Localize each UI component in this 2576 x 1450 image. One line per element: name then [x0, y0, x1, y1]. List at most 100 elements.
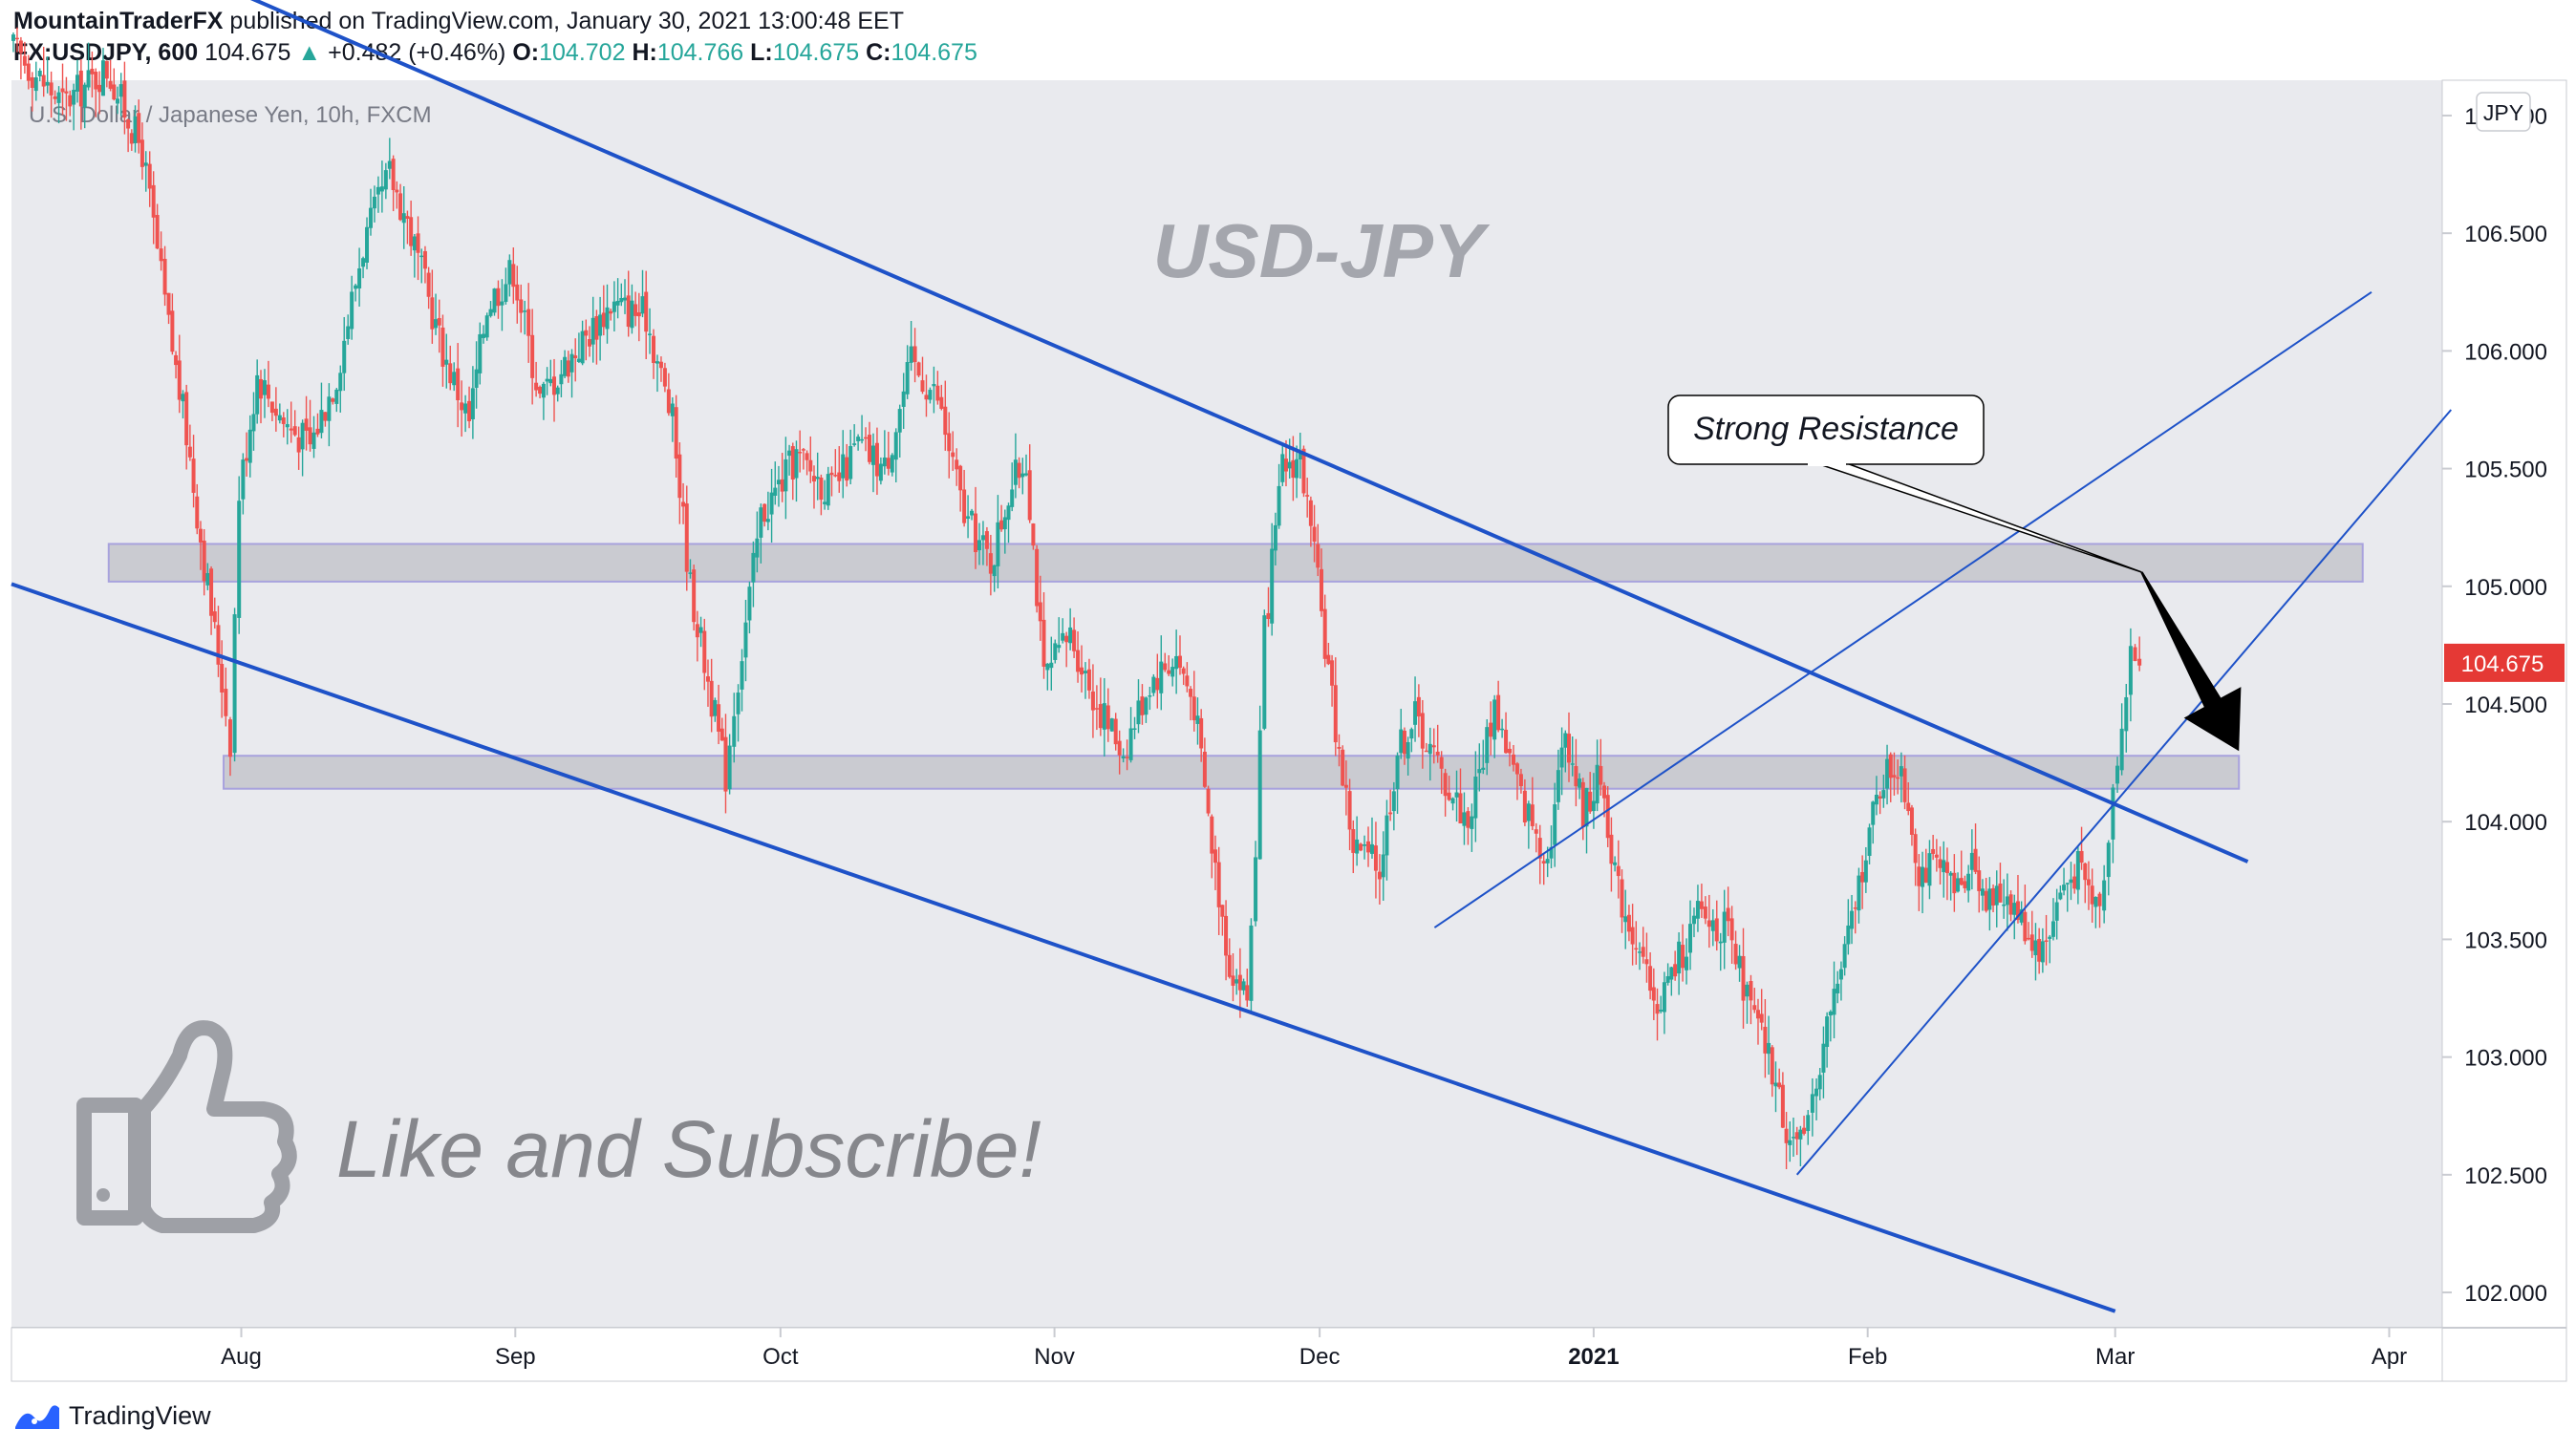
x-tick-label-1: Sep: [495, 1344, 536, 1370]
candle-body: [519, 299, 524, 313]
candle-body: [1068, 627, 1073, 644]
candle-body: [2019, 908, 2024, 923]
candle-body: [1125, 757, 1129, 758]
candle-body: [1991, 887, 1996, 906]
open-label: O:: [512, 39, 540, 66]
candle-body: [1333, 685, 1338, 743]
candle-body: [1729, 918, 1734, 941]
candle-body: [1662, 982, 1666, 1013]
candle-body: [162, 258, 167, 295]
candle-body: [405, 216, 410, 219]
candle-body: [705, 676, 710, 682]
candle-body: [713, 699, 718, 716]
candle-body: [1665, 975, 1670, 983]
candle-body: [273, 408, 278, 416]
candle-body: [1076, 650, 1081, 672]
candle-body: [1553, 804, 1557, 845]
candle-body: [590, 317, 595, 345]
y-tick-label-10: 102.000: [2464, 1281, 2547, 1307]
candle-body: [33, 76, 38, 92]
candles-group: [11, 27, 2142, 1170]
candle-body: [1366, 841, 1371, 853]
candle-body: [2005, 896, 2009, 906]
candle-body: [1806, 1115, 1811, 1132]
candle-body: [1151, 676, 1156, 693]
candle-body: [1195, 715, 1200, 724]
candle-body: [2119, 728, 2124, 771]
candle-body: [1241, 981, 1246, 991]
candle-body: [1541, 861, 1546, 864]
candle-body: [805, 453, 809, 460]
candle-body: [1987, 888, 1992, 910]
candle-body: [2128, 646, 2133, 695]
candle-body: [670, 403, 675, 416]
candle-body: [78, 70, 83, 107]
candle-body: [569, 353, 574, 373]
candle-body: [1773, 1082, 1778, 1087]
candle-body: [1777, 1082, 1782, 1088]
candle-body: [262, 380, 267, 395]
candle-body: [1167, 670, 1171, 674]
author-name[interactable]: MountainTraderFX: [13, 8, 224, 34]
candle-body: [1305, 495, 1310, 497]
candle-body: [108, 80, 113, 89]
candle-body: [1616, 865, 1621, 877]
candle-body: [1439, 757, 1444, 769]
candle-body: [912, 346, 917, 363]
candle-body: [681, 501, 686, 507]
candle-body: [1270, 548, 1275, 624]
candle-body: [1109, 718, 1114, 732]
candle-body: [354, 285, 358, 289]
candle-body: [1045, 663, 1050, 671]
candle-body: [2048, 936, 2052, 939]
candle-body: [594, 316, 599, 340]
candle-body: [419, 255, 424, 258]
candle-body: [723, 736, 728, 792]
candle-body: [1737, 955, 1742, 969]
candle-body: [1381, 854, 1385, 878]
chart-header: MountainTraderFX published on TradingVie…: [13, 6, 977, 73]
candle-body: [935, 385, 940, 401]
candle-body: [962, 489, 967, 523]
tradingview-brand[interactable]: TradingView: [69, 1400, 211, 1430]
candle-body: [1644, 959, 1649, 965]
candle-body: [440, 327, 445, 367]
candle-body: [1567, 734, 1572, 763]
candle-body: [1857, 875, 1861, 911]
candle-body: [474, 369, 479, 388]
candle-body: [1447, 792, 1451, 800]
candle-body: [1117, 740, 1122, 756]
candle-body: [129, 133, 134, 144]
candle-body: [1867, 827, 1872, 857]
candle-body: [241, 459, 246, 500]
candle-body: [893, 432, 898, 460]
candle-body: [72, 90, 76, 105]
y-tick-label-4: 105.000: [2464, 575, 2547, 601]
callout-pointer: [1813, 461, 2142, 573]
candle-body: [1496, 694, 1501, 731]
candle-body: [996, 522, 1000, 566]
candle-body: [1906, 802, 1911, 812]
candle-body: [133, 116, 138, 143]
chart-legend: U.S. Dollar / Japanese Yen, 10h, FXCM: [29, 102, 432, 128]
candle-body: [939, 396, 944, 409]
candle-body: [1254, 857, 1258, 922]
candle-body: [22, 55, 27, 66]
candle-body: [365, 226, 370, 263]
candle-body: [2106, 842, 2111, 878]
candle-body: [848, 446, 853, 480]
candle-body: [1343, 784, 1348, 788]
candle-body: [1002, 517, 1007, 530]
candle-body: [1673, 964, 1678, 977]
candle-body: [1931, 848, 1936, 854]
candle-body: [890, 455, 894, 473]
candle-body: [1424, 750, 1428, 753]
candle-body: [619, 297, 624, 303]
candle-body: [1655, 1004, 1660, 1014]
candle-body: [1842, 944, 1847, 969]
tradingview-logo-icon[interactable]: [13, 1400, 61, 1431]
candle-body: [1347, 791, 1352, 830]
watermark-text: USD-JPY: [1153, 208, 1491, 293]
candle-body: [1295, 458, 1299, 479]
